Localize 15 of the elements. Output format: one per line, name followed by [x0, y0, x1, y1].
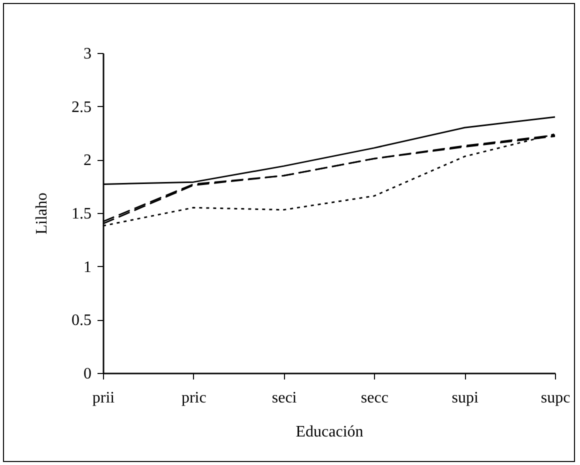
- x-axis-title: Educación: [296, 424, 364, 440]
- y-tick-label: 0.5: [72, 312, 92, 330]
- y-tick-label: 1.5: [72, 206, 92, 222]
- y-tick-label: 1: [84, 258, 92, 276]
- x-tick-label: supc: [540, 390, 570, 406]
- x-tick-label: supi: [452, 390, 479, 406]
- y-tick-label: 0: [84, 366, 92, 382]
- x-tick-label: prii: [92, 390, 116, 406]
- y-tick-label: 2.5: [72, 98, 92, 116]
- x-tick-label: pric: [181, 390, 206, 406]
- y-tick-label: 2: [84, 152, 92, 170]
- y-tick-label: 3: [84, 46, 92, 62]
- x-tick-label: secc: [360, 390, 388, 406]
- y-axis-title: Lilaho: [34, 192, 50, 234]
- x-tick-label: seci: [272, 390, 298, 406]
